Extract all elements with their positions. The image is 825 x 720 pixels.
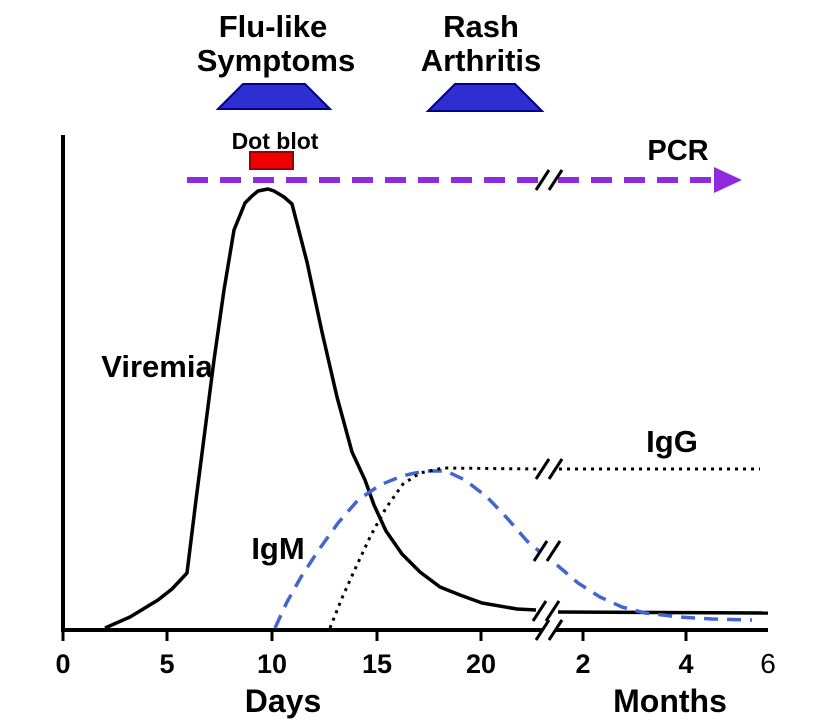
- tick-label-month-2: 2: [575, 649, 590, 679]
- break-mark-igg: [534, 458, 551, 480]
- flu-symptoms-trapezoid: [215, 83, 333, 110]
- pcr-arrowhead-icon: [714, 167, 742, 193]
- break-mark-igg: [547, 458, 564, 480]
- x-axis-title-months: Months: [613, 683, 727, 719]
- break-mark-pcr: [534, 169, 551, 191]
- viremia-curve: [104, 187, 537, 630]
- break-mark-x-axis: [534, 619, 551, 641]
- break-mark-viremia: [531, 600, 548, 622]
- x-axis-title-days: Days: [245, 683, 322, 719]
- flu-symptoms-label-line2: Symptoms: [197, 43, 355, 78]
- igm-curve: [555, 563, 753, 622]
- tick-label-day-10: 10: [257, 649, 287, 679]
- break-mark-x-axis: [547, 619, 564, 641]
- tick-label-day-15: 15: [362, 649, 392, 679]
- viremia-series-label: Viremia: [101, 349, 213, 384]
- dot-blot-marker: [249, 151, 294, 170]
- break-mark-pcr: [547, 169, 564, 191]
- tick-label-day-20: 20: [466, 649, 496, 679]
- igg-curve: [328, 466, 538, 629]
- tick-label-month-6: 6: [760, 648, 776, 679]
- rash-arthritis-trapezoid: [425, 83, 545, 112]
- break-mark-viremia: [544, 600, 561, 622]
- tick-label-day-0: 0: [55, 649, 70, 679]
- flu-symptoms-label-line1: Flu-like: [219, 9, 328, 44]
- break-mark-igm: [545, 540, 562, 562]
- tick-label-month-4: 4: [678, 649, 693, 679]
- igg-series-label: IgG: [646, 424, 698, 459]
- break-mark-igm: [532, 540, 549, 562]
- igm-series-label: IgM: [251, 531, 304, 566]
- tick-label-day-5: 5: [159, 649, 174, 679]
- viremia-curve: [557, 610, 769, 615]
- dot-blot-label: Dot blot: [232, 128, 319, 154]
- rash-arthritis-label-line2: Arthritis: [421, 43, 542, 78]
- rash-arthritis-label-line1: Rash: [443, 9, 519, 44]
- pcr-label: PCR: [647, 135, 708, 167]
